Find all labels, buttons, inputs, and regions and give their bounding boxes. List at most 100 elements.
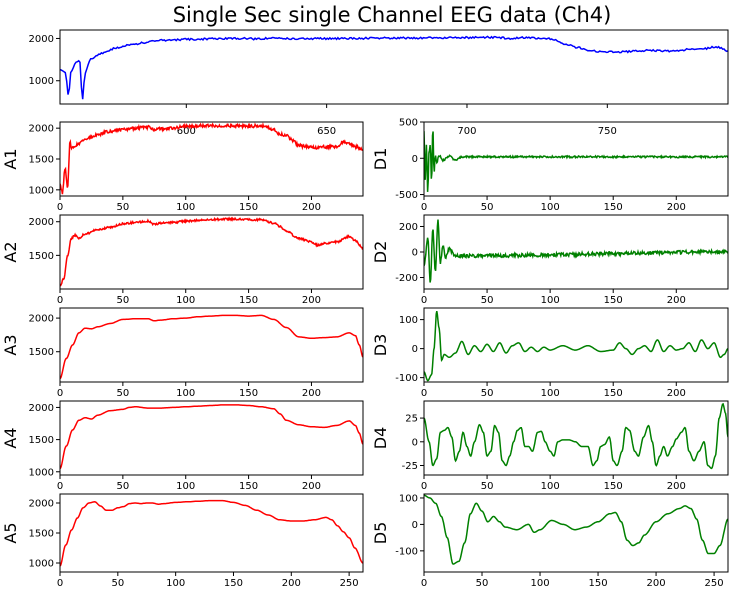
x-tick-label-raw-0: 600: [177, 126, 196, 137]
y-tick-label-A2-1: 2000: [29, 217, 54, 228]
axes-frame-D5: [423, 493, 729, 573]
x-tick-label-A2-2: 100: [176, 295, 195, 306]
y-tick-label-D2-0: -200: [395, 273, 418, 284]
series-line-D3: [424, 310, 728, 382]
axes-frame-A4: [59, 400, 364, 476]
axes-frame-A2: [59, 214, 364, 290]
x-tick-label-D5-3: 150: [588, 578, 607, 589]
series-line-A2: [60, 216, 363, 287]
x-tick-label-A5-5: 250: [340, 578, 359, 589]
ylabel-A4: A4: [1, 427, 20, 448]
x-tick-label-D1-1: 50: [481, 202, 494, 213]
x-tick-label-A4-4: 200: [302, 481, 321, 492]
ylabel-D5: D5: [371, 522, 390, 545]
y-tick-label-D1-2: 500: [399, 118, 418, 129]
panel-A2: 0 50 100 150 200 1500 2000 A2: [1, 214, 364, 306]
series-line-A3: [60, 314, 363, 380]
y-tick-label-A1-1: 1500: [29, 155, 54, 166]
x-tick-label-A2-1: 50: [116, 295, 129, 306]
x-tick-label-A1-0: 0: [57, 202, 63, 213]
y-tick-label-D4-1: 0: [412, 437, 418, 448]
y-tick-label-A4-1: 1500: [29, 435, 54, 446]
series-line-D5: [424, 494, 728, 565]
axes-frame-D4: [423, 400, 729, 476]
ylabel-A2: A2: [1, 241, 20, 262]
x-tick-label-D1-0: 0: [421, 202, 427, 213]
x-tick-label-A5-1: 50: [111, 578, 124, 589]
y-tick-label-D3-1: 0: [412, 344, 418, 355]
series-line-D2: [424, 219, 728, 283]
ylabel-A5: A5: [1, 522, 20, 543]
x-tick-label-A5-2: 100: [166, 578, 185, 589]
x-tick-label-A3-4: 200: [302, 388, 321, 399]
x-tick-label-A4-2: 100: [176, 481, 195, 492]
axes-frame-D3: [423, 307, 729, 383]
ylabel-D1: D1: [371, 148, 390, 171]
x-tick-label-A5-0: 0: [57, 578, 63, 589]
x-tick-label-D1-3: 150: [604, 202, 623, 213]
x-tick-label-D5-1: 50: [476, 578, 489, 589]
y-tick-label-D4-0: -25: [402, 461, 418, 472]
x-tick-label-A1-2: 100: [176, 202, 195, 213]
x-tick-label-D5-4: 200: [647, 578, 666, 589]
x-tick-label-D3-2: 100: [541, 388, 560, 399]
x-tick-label-D2-3: 150: [604, 295, 623, 306]
x-tick-label-D1-2: 100: [541, 202, 560, 213]
x-tick-label-A2-4: 200: [302, 295, 321, 306]
x-tick-label-D2-1: 50: [481, 295, 494, 306]
x-tick-label-D1-4: 200: [667, 202, 686, 213]
y-tick-label-D3-0: -100: [395, 373, 418, 384]
x-tick-label-D2-2: 100: [541, 295, 560, 306]
x-tick-label-D3-3: 150: [604, 388, 623, 399]
panel-A5: 0 50 100 150 200 250 1000 1500 2000 A5: [1, 493, 364, 589]
x-tick-label-A5-4: 200: [282, 578, 301, 589]
x-tick-label-A2-0: 0: [57, 295, 63, 306]
y-tick-label-A3-1: 2000: [29, 314, 54, 325]
y-tick-label-A2-0: 1500: [29, 251, 54, 262]
series-line-A5: [60, 499, 363, 567]
x-tick-label-raw-3: 750: [598, 126, 617, 137]
x-tick-label-A1-4: 200: [302, 202, 321, 213]
y-tick-label-D3-2: 100: [399, 315, 418, 326]
y-tick-label-A4-2: 2000: [29, 403, 54, 414]
y-tick-label-A5-0: 1000: [29, 559, 54, 570]
series-line-A1: [60, 122, 363, 195]
x-tick-label-D5-5: 250: [705, 578, 724, 589]
x-tick-label-raw-1: 650: [317, 126, 336, 137]
panel-D5: 0 50 100 150 200 250 -100 0 100 D5: [371, 493, 729, 589]
ylabel-D4: D4: [371, 427, 390, 450]
x-tick-label-A1-3: 150: [239, 202, 258, 213]
series-line-D1: [424, 131, 728, 192]
x-tick-label-A3-3: 150: [239, 388, 258, 399]
panel-raw: 600 650 700 750 1000 2000: [29, 29, 729, 137]
ylabel-D3: D3: [371, 334, 390, 357]
y-tick-label-D1-0: -500: [395, 190, 418, 201]
panel-A3: 0 50 100 150 200 1500 2000 A3: [1, 307, 364, 399]
y-tick-label-A5-1: 1500: [29, 529, 54, 540]
x-tick-label-D4-1: 50: [481, 481, 494, 492]
x-tick-label-D2-0: 0: [421, 295, 427, 306]
x-tick-label-D2-4: 200: [667, 295, 686, 306]
x-tick-label-A3-0: 0: [57, 388, 63, 399]
y-tick-label-raw-1: 2000: [29, 34, 54, 45]
x-tick-label-A5-3: 150: [224, 578, 243, 589]
axes-frame-A3: [59, 307, 364, 383]
series-line-D4: [424, 402, 728, 470]
x-tick-label-D3-0: 0: [421, 388, 427, 399]
panel-A4: 0 50 100 150 200 1000 1500 2000 A4: [1, 400, 364, 492]
y-tick-label-D1-1: 0: [412, 154, 418, 165]
y-tick-label-raw-0: 1000: [29, 76, 54, 87]
y-tick-label-A5-2: 2000: [29, 499, 54, 510]
x-tick-label-D4-3: 150: [604, 481, 623, 492]
x-tick-label-raw-2: 700: [457, 126, 476, 137]
ylabel-D2: D2: [371, 241, 390, 264]
y-tick-label-A4-0: 1000: [29, 467, 54, 478]
ylabel-A3: A3: [1, 334, 20, 355]
x-tick-label-D5-2: 100: [530, 578, 549, 589]
x-tick-label-D3-4: 200: [667, 388, 686, 399]
y-tick-label-D5-1: 0: [412, 520, 418, 531]
y-tick-label-A1-0: 1000: [29, 185, 54, 196]
